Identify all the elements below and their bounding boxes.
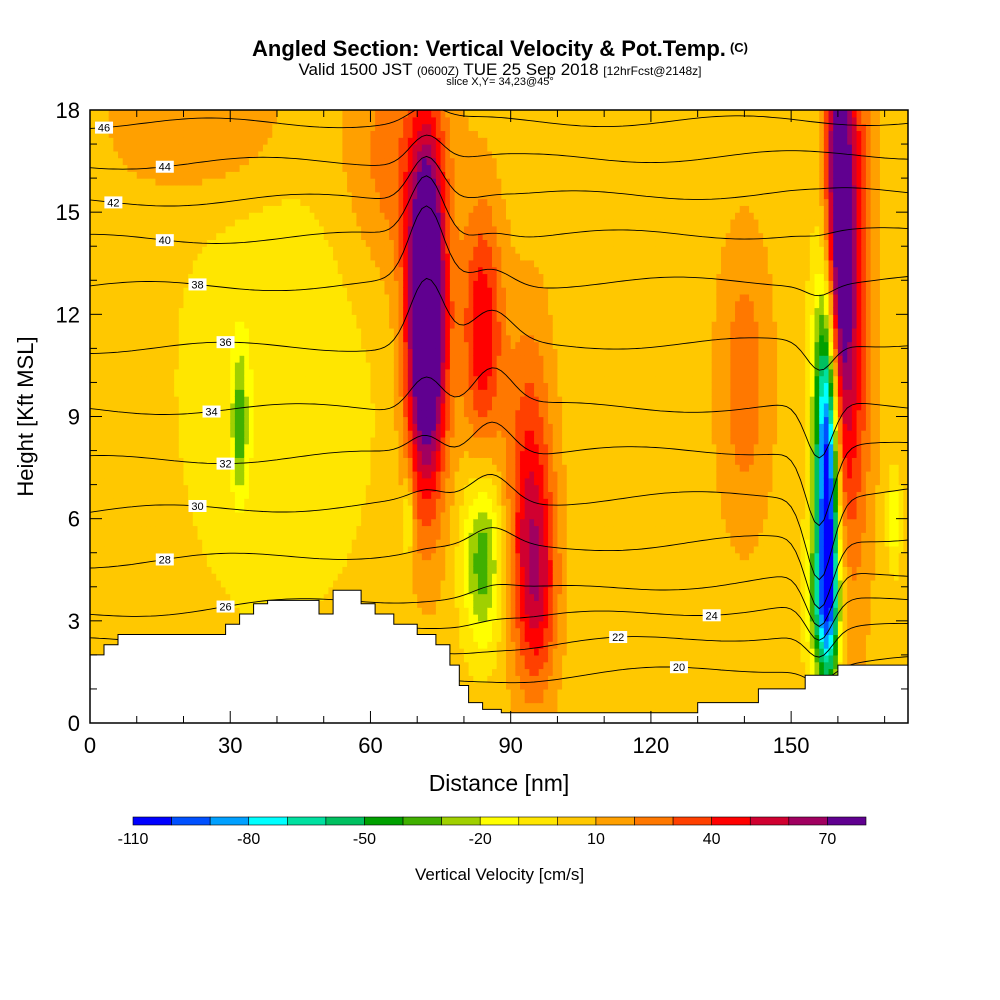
subtitle-valid: Valid 1500 JST [298,60,413,79]
colorbar-swatch [441,816,481,826]
colorbar-swatch [749,816,790,826]
y-tick-label: 12 [56,302,80,327]
colorbar-swatch [209,816,250,826]
isentrope-label-46: 46 [95,121,114,135]
y-axis-label: Height [Kft MSL] [13,336,38,496]
colorbar-tick-label: 10 [587,831,605,848]
colorbar-swatch [827,816,867,826]
isentrope-28 [90,527,908,610]
isentrope-44 [90,134,908,170]
x-tick-label: 90 [498,733,522,758]
isentrope-label-34: 34 [202,405,221,419]
isentrope-label-42: 42 [104,196,123,209]
x-tick-label: 120 [633,733,670,758]
colorbar-swatch [557,816,597,826]
colorbar-swatch [132,816,172,826]
colorbar-swatch [479,816,520,826]
chart-title-copyright: (C) [729,40,748,55]
colorbar-tick-label: -20 [469,831,492,848]
isentrope-label-30: 30 [188,500,207,513]
y-tick-label: 3 [68,609,80,634]
x-tick-label: 150 [773,733,810,758]
isentrope-34 [90,367,908,459]
isentrope-30 [90,474,908,581]
colorbar-swatch [518,816,558,826]
y-tick-label: 18 [56,98,80,123]
chart-subtitle: Valid 1500 JST (0600Z) TUE 25 Sep 2018 [… [0,60,1000,80]
colorbar-tick-label: 40 [703,831,721,848]
colorbar-swatch [672,816,712,826]
y-tick-label: 0 [68,711,80,736]
isentrope-label-40: 40 [155,234,174,247]
y-tick-label: 6 [68,507,80,532]
x-tick-label: 0 [84,733,96,758]
isentrope-label-26: 26 [216,600,235,614]
isentrope-38 [90,205,908,297]
subtitle-utc: (0600Z) [416,64,459,78]
isentrope-40 [90,175,908,244]
x-tick-label: 30 [218,733,242,758]
x-tick-label: 60 [358,733,382,758]
colorbar: -110 -80 -50 -20 10 40 70 Vertical Velocity [cm… [118,816,867,884]
slice-label: slice X,Y= 34,23@45° [446,76,554,88]
colorbar-swatch [788,816,828,826]
colorbar-swatch [287,816,327,826]
isentrope-label-20: 20 [669,661,688,674]
colorbar-swatch [595,816,635,826]
isentrope-42 [90,155,908,207]
colorbar-tick-label: 70 [819,831,837,848]
x-axis-label: Distance [nm] [429,770,570,796]
colorbar-swatch [402,816,442,826]
subtitle-forecast: [12hrFcst@2148z] [603,64,702,78]
colorbar-tick-label: -50 [353,831,376,848]
colorbar-tick-label: -80 [237,831,260,848]
isentrope-label-24: 24 [702,609,721,622]
chart-title: Angled Section: Vertical Velocity & Pot.… [0,36,1000,62]
colorbar-swatch [248,816,288,826]
chart-title-main: Angled Section: Vertical Velocity & Pot.… [252,36,726,61]
colorbar-label: Vertical Velocity [cm/s] [415,865,584,884]
isentrope-label-44: 44 [155,160,174,174]
isentrope-label-28: 28 [155,553,174,566]
isentrope-label-22: 22 [609,631,628,644]
isentrope-label-32: 32 [216,457,235,471]
colorbar-swatch [325,816,365,826]
terrain [89,589,909,724]
isentrope-label-36: 36 [216,336,235,349]
y-tick-label: 9 [68,405,80,430]
isentrope-label-38: 38 [188,278,207,291]
colorbar-swatch [171,816,211,826]
y-tick-label: 15 [56,200,80,225]
colorbar-swatch [711,816,751,826]
colorbar-tick-label: -110 [118,831,149,848]
colorbar-swatch [634,816,674,826]
colorbar-swatch [364,816,404,826]
isentrope-46 [90,110,908,129]
subtitle-date: TUE 25 Sep 2018 [463,60,599,79]
